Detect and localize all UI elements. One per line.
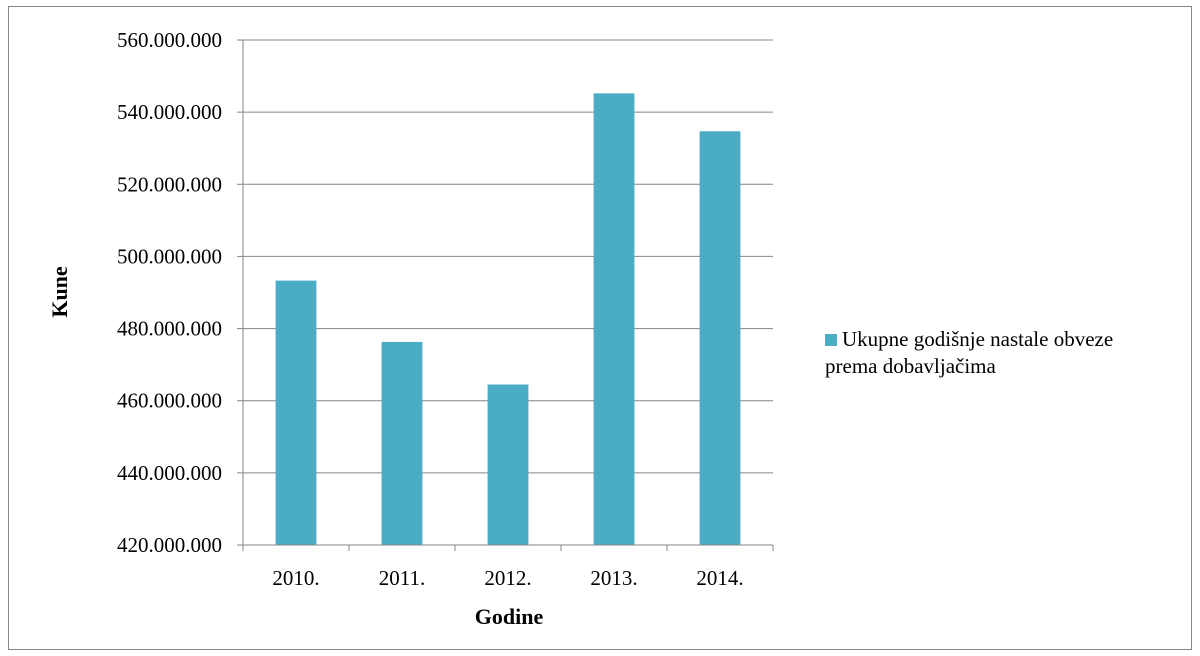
x-tick-labels: 2010. 2011. 2012. 2013. 2014. [272,566,743,590]
legend-label-line2: prema dobavljačima [825,354,997,378]
y-tick-labels: 420.000.000 440.000.000 460.000.000 480.000… [117,28,222,557]
bar-2011 [381,341,423,545]
x-axis-title: Godine [475,604,544,629]
legend-label-line1: Ukupne godišnje nastale obveze [842,327,1113,351]
y-axis-title: Kune [47,266,72,318]
y-tick-label: 500.000.000 [117,244,222,268]
x-tick-label: 2013. [590,566,637,590]
legend-swatch [825,334,837,346]
bar-2013 [593,93,635,545]
axes [237,39,774,551]
y-tick-label: 560.000.000 [117,28,222,52]
y-tick-label: 520.000.000 [117,172,222,196]
bar-2010 [275,280,317,545]
x-tick-label: 2010. [272,566,319,590]
y-tick-label: 420.000.000 [117,533,222,557]
x-tick-label: 2011. [379,566,425,590]
gridlines [243,39,773,474]
y-tick-label: 460.000.000 [117,389,222,413]
x-tick-label: 2012. [484,566,531,590]
y-tick-label: 440.000.000 [117,461,222,485]
bar-2014 [699,131,741,545]
bar-2012 [487,384,529,545]
y-tick-label: 540.000.000 [117,100,222,124]
x-tick-label: 2014. [696,566,743,590]
legend: Ukupne godišnje nastale obveze prema dob… [825,327,1113,378]
bars [275,93,741,545]
y-tick-label: 480.000.000 [117,317,222,341]
